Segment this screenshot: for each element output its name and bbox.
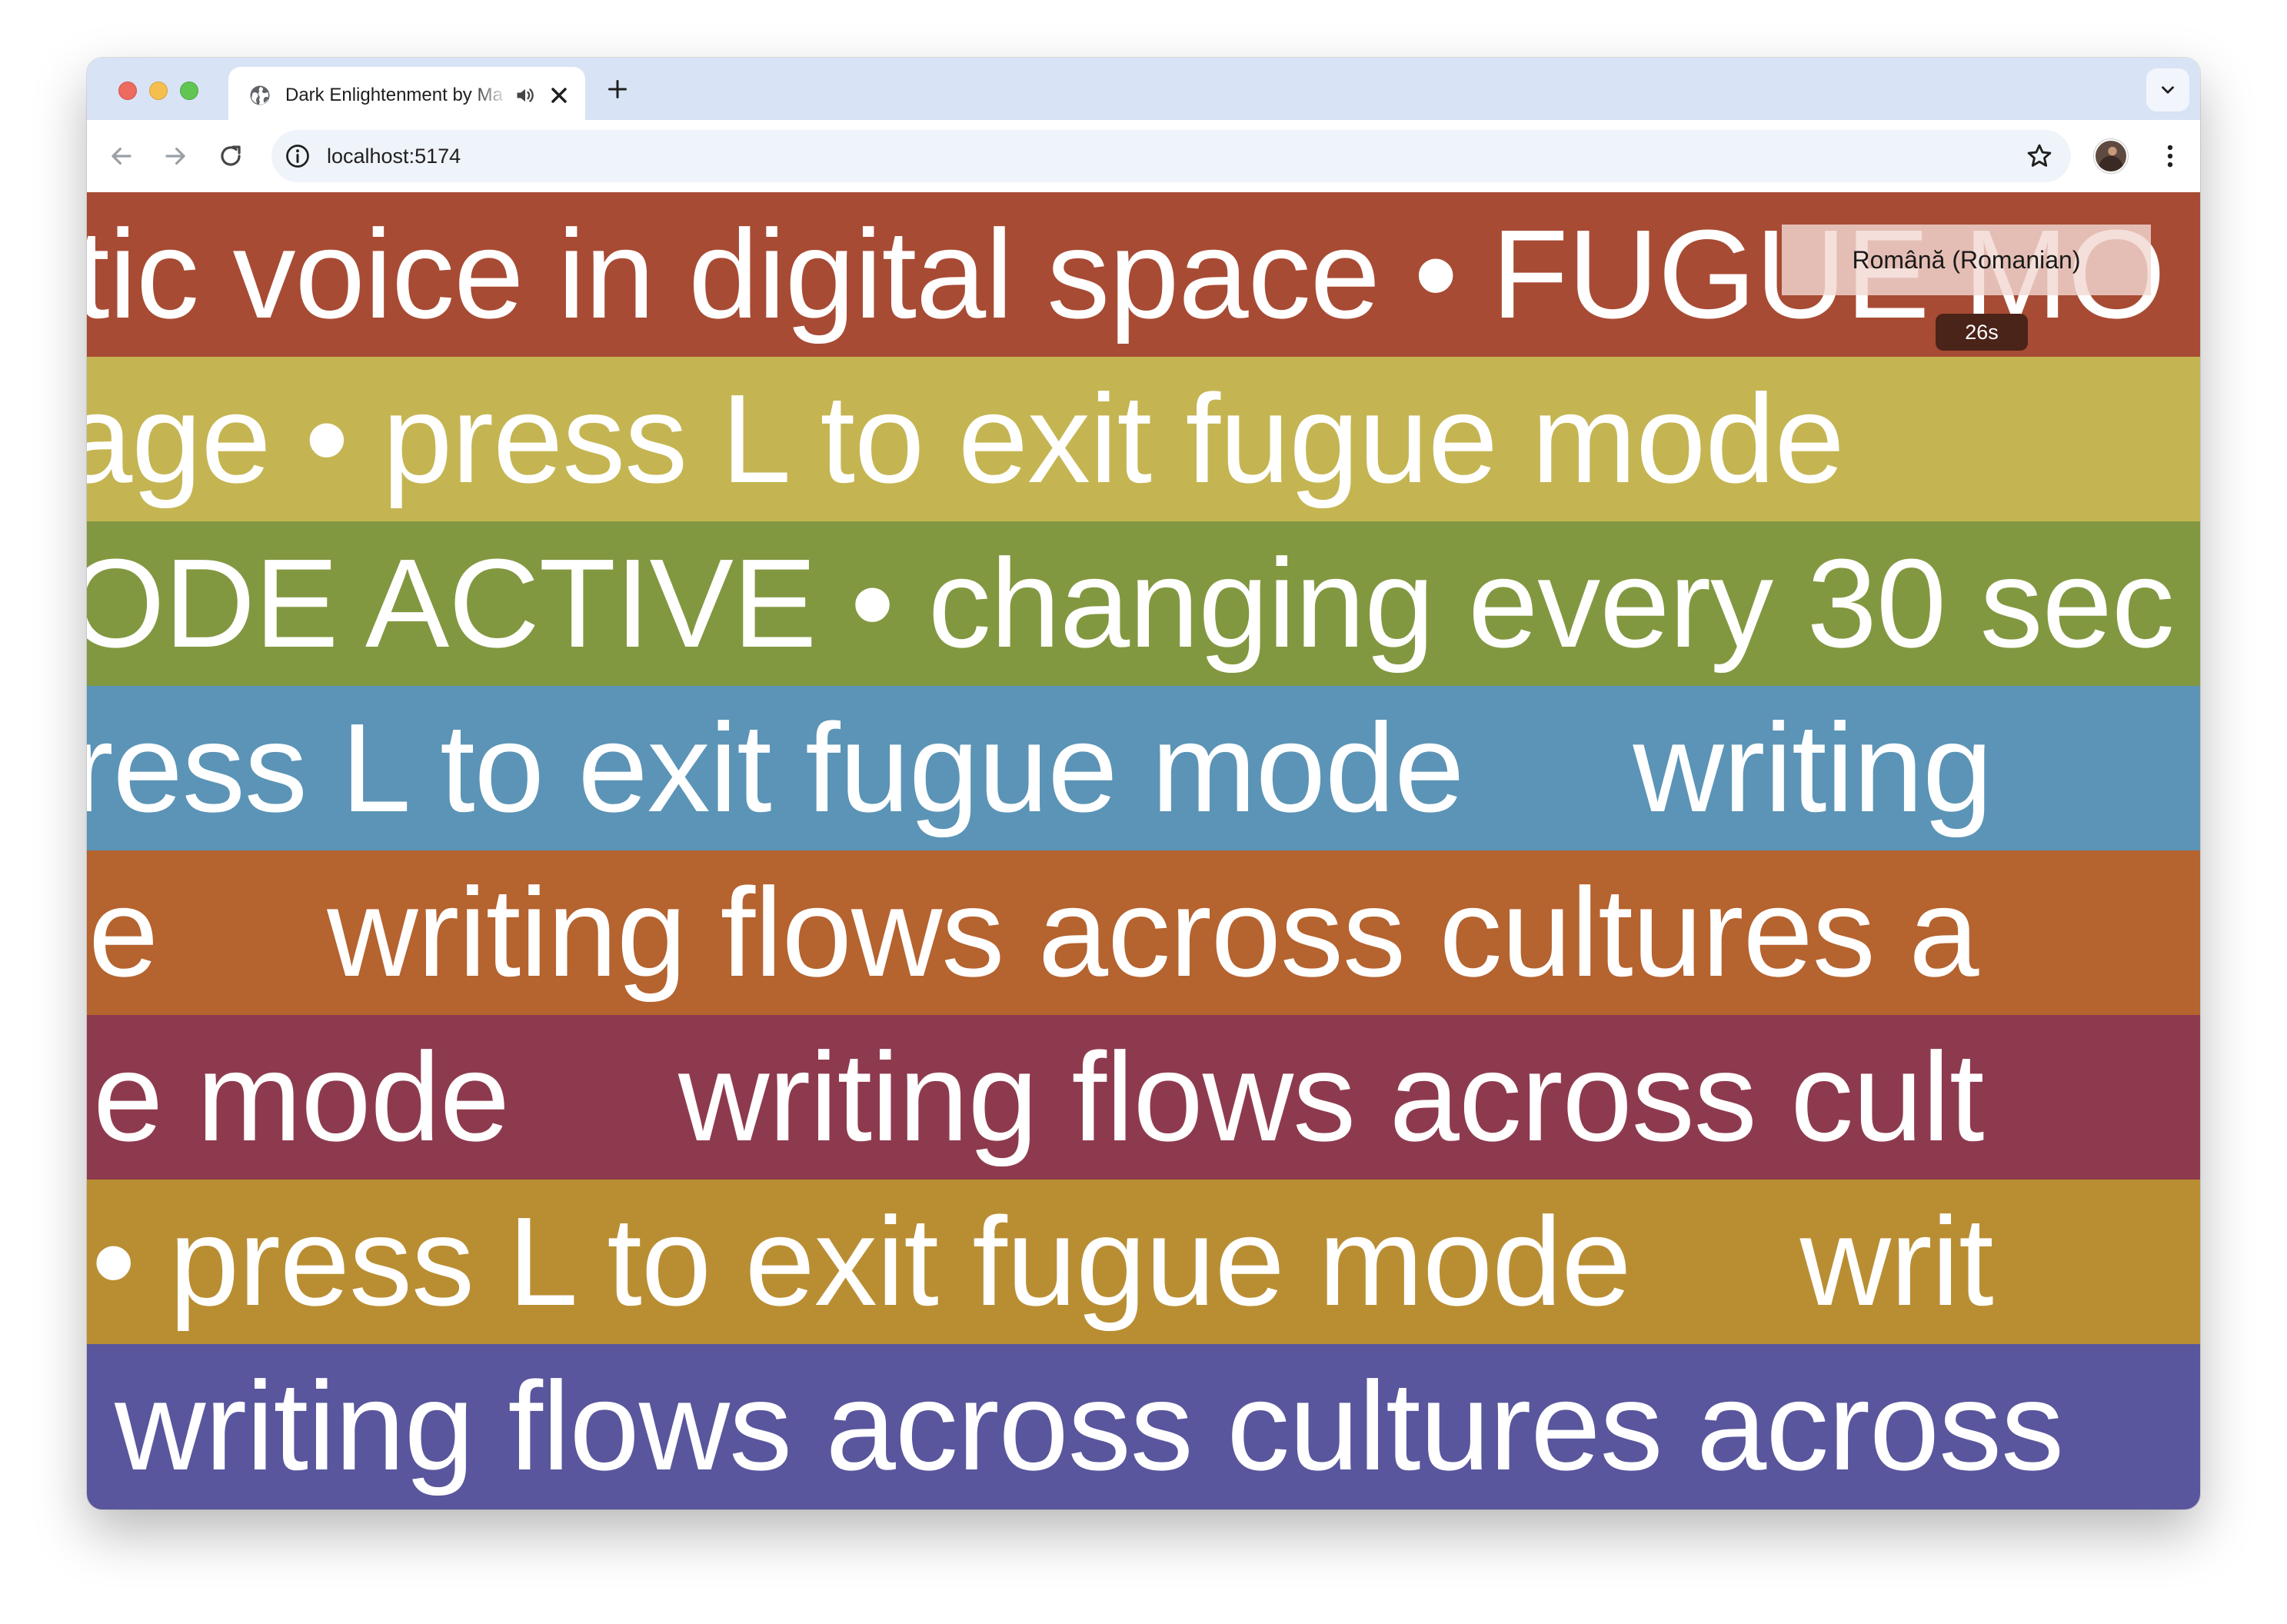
- tab-title: Dark Enlightenment by Ma: [285, 85, 503, 105]
- maximize-window-button[interactable]: [180, 82, 198, 100]
- marquee-text: • press L to exit fugue mode: [92, 1191, 1632, 1332]
- marquee-band: age • press L to exit fugue mode: [87, 357, 2200, 521]
- marquee-track: e mode writing flows across cult: [93, 1015, 1985, 1180]
- marquee-text: writing: [1633, 697, 1992, 838]
- marquee-text: e: [88, 862, 158, 1003]
- star-icon[interactable]: [2025, 141, 2054, 171]
- marquee-track: writing flows across cultures across: [115, 1344, 2064, 1509]
- kebab-menu-icon[interactable]: [2156, 141, 2185, 171]
- speaker-icon[interactable]: [514, 85, 536, 106]
- new-tab-button[interactable]: [604, 75, 631, 103]
- marquee-text: ODE ACTIVE • changing every 30 sec: [87, 533, 2175, 674]
- marquee-track: ress L to exit fugue mode writing: [87, 686, 1992, 850]
- url-text[interactable]: localhost:5174: [327, 145, 461, 168]
- marquee-band: ress L to exit fugue mode writing: [87, 686, 2200, 850]
- minimize-window-button[interactable]: [149, 82, 168, 100]
- marquee-band: e writing flows across cultures a: [87, 850, 2200, 1015]
- forward-button[interactable]: [161, 141, 190, 171]
- info-icon[interactable]: [284, 142, 311, 170]
- marquee-text: writing flows across cultures a: [327, 862, 1979, 1003]
- marquee-text: writ: [1799, 1191, 1994, 1332]
- countdown-timer: 26s: [1936, 314, 2028, 351]
- tab-strip: Dark Enlightenment by Ma: [87, 58, 2200, 120]
- reload-button[interactable]: [216, 141, 245, 171]
- page-viewport: tic voice in digital space • FUGUE MO age…: [87, 192, 2200, 1509]
- marquee-text: e mode: [93, 1027, 510, 1167]
- tab-search-button[interactable]: [2146, 68, 2189, 111]
- marquee-track: • press L to exit fugue mode writ: [92, 1180, 1994, 1344]
- marquee-band: writing flows across cultures across: [87, 1344, 2200, 1509]
- marquee-text: writing flows across cultures across: [115, 1356, 2064, 1496]
- marquee-band: e mode writing flows across cult: [87, 1015, 2200, 1180]
- marquee-track: age • press L to exit fugue mode: [87, 357, 1845, 521]
- close-window-button[interactable]: [118, 82, 137, 100]
- browser-window: Dark Enlightenment by Ma: [87, 58, 2200, 1509]
- browser-toolbar: localhost:5174: [87, 120, 2200, 192]
- marquee-track: e writing flows across cultures a: [88, 850, 1979, 1015]
- marquee-text: writing flows across cult: [678, 1027, 1984, 1167]
- tab-active[interactable]: Dark Enlightenment by Ma: [228, 67, 585, 120]
- language-label: Română (Romanian): [1782, 225, 2151, 295]
- chevron-down-icon: [2162, 86, 2174, 94]
- profile-avatar[interactable]: [2094, 139, 2128, 173]
- marquee-text: ress L to exit fugue mode: [87, 697, 1464, 838]
- marquee-band: ODE ACTIVE • changing every 30 sec: [87, 521, 2200, 686]
- marquee-track: ODE ACTIVE • changing every 30 sec: [87, 521, 2175, 686]
- marquee-band: • press L to exit fugue mode writ: [87, 1180, 2200, 1344]
- back-button[interactable]: [107, 141, 136, 171]
- marquee-text: age • press L to exit fugue mode: [87, 368, 1845, 509]
- address-bar[interactable]: localhost:5174: [271, 130, 2071, 182]
- globe-icon: [250, 85, 270, 105]
- close-icon[interactable]: [547, 83, 571, 108]
- marquee-bands: tic voice in digital space • FUGUE MO age…: [87, 192, 2200, 1509]
